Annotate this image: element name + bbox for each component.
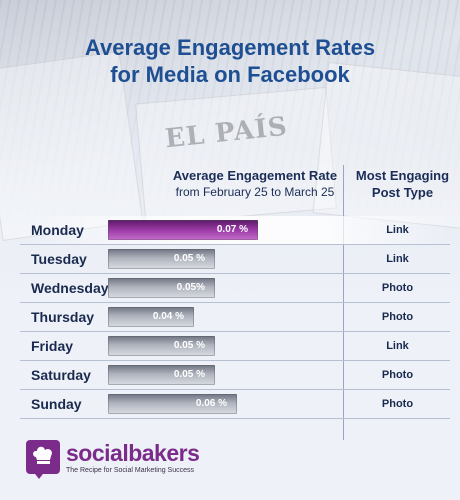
category-label-monday: Monday (31, 222, 84, 238)
bar-sunday: 0.06 % (108, 394, 237, 414)
post-type-tuesday: Link (386, 253, 409, 265)
category-label-sunday: Sunday (31, 396, 82, 412)
chart-title-line-1: Average Engagement Rates (84, 35, 376, 60)
row-divider (20, 331, 450, 332)
post-type-header-line-2: Post Type (371, 185, 434, 200)
bar-saturday: 0.05 % (108, 365, 215, 385)
row-divider (20, 244, 450, 245)
post-type-wednesday: Photo (381, 282, 414, 294)
row-divider (20, 418, 450, 419)
bar-value-label-monday: 0.07 % (216, 224, 248, 235)
bar-friday: 0.05 % (108, 336, 215, 356)
post-type-sunday: Photo (381, 398, 414, 410)
bar-value-label-sunday: 0.06 % (195, 398, 227, 409)
row-divider (20, 360, 450, 361)
row-divider (20, 273, 450, 274)
category-label-thursday: Thursday (31, 309, 95, 325)
bar-value-label-tuesday: 0.05 % (173, 253, 205, 264)
rate-column-header: Average Engagement Rate from February 25… (160, 167, 350, 201)
category-label-saturday: Saturday (31, 367, 91, 383)
bar-value-label-friday: 0.05 % (173, 340, 205, 351)
bar-value-label-thursday: 0.04 % (152, 311, 184, 322)
bar-wednesday: 0.05% (108, 278, 215, 298)
chef-hat-icon (26, 440, 60, 474)
brand-tagline: The Recipe for Social Marketing Success (66, 467, 194, 474)
bar-tuesday: 0.05 % (108, 249, 215, 269)
bar-value-label-saturday: 0.05 % (173, 369, 205, 380)
bar-monday: 0.07 % (108, 220, 258, 240)
brand-name: socialbakers (66, 440, 200, 466)
post-type-thursday: Photo (381, 311, 414, 323)
row-divider (20, 389, 450, 390)
category-label-wednesday: Wednesday (31, 280, 109, 296)
chart-title-line-2: for Media on Facebook (110, 62, 350, 87)
rate-column-subtitle: from February 25 to March 25 (175, 185, 335, 199)
post-type-friday: Link (386, 340, 409, 352)
post-type-saturday: Photo (381, 369, 414, 381)
post-type-column-header: Most Engaging Post Type (345, 167, 460, 201)
logo-speech-tail (32, 470, 46, 479)
bar-thursday: 0.04 % (108, 307, 194, 327)
rate-column-title: Average Engagement Rate (172, 168, 338, 183)
post-type-monday: Link (386, 224, 409, 236)
bar-value-label-wednesday: 0.05% (176, 282, 205, 293)
category-label-tuesday: Tuesday (31, 251, 87, 267)
row-divider (20, 302, 450, 303)
category-label-friday: Friday (31, 338, 74, 354)
post-type-header-line-1: Most Engaging (355, 168, 450, 183)
newspaper-sheet (135, 86, 337, 226)
chart-title: Average Engagement Rates for Media on Fa… (0, 34, 460, 88)
